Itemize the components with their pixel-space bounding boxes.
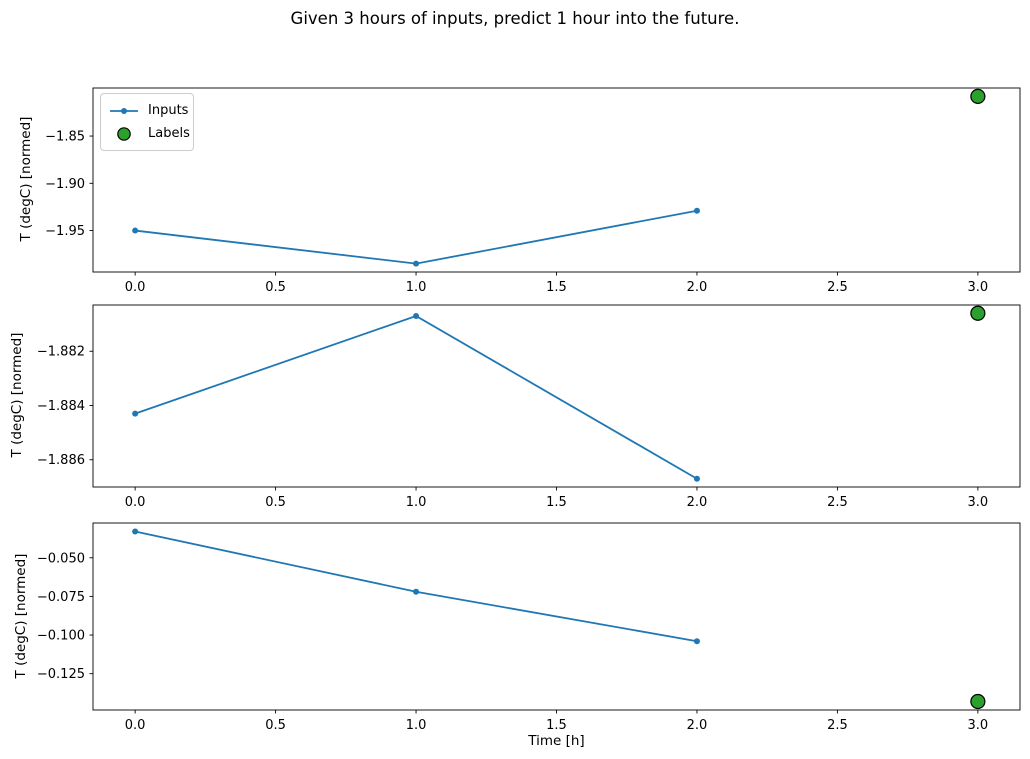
y-tick-label: −1.886 (37, 453, 85, 468)
x-tick-label: 1.0 (406, 718, 427, 733)
inputs-marker (413, 312, 420, 319)
x-tick-label: 1.0 (406, 495, 427, 510)
labels-point (970, 693, 986, 710)
x-tick-label: 0.5 (265, 280, 286, 295)
x-tick-label: 2.0 (687, 495, 708, 510)
inputs-line (135, 209, 698, 265)
inputs-marker (132, 227, 139, 234)
y-tick-label: −0.125 (37, 667, 85, 682)
labels-point (970, 88, 986, 104)
legend-label-inputs: Inputs (148, 103, 189, 118)
subplot-1-frame (92, 87, 1021, 273)
labels-dot-icon (117, 126, 131, 141)
y-tick-label: −1.95 (45, 224, 85, 239)
x-tick-label: 0.0 (125, 280, 146, 295)
legend-entry-labels: Labels (108, 122, 190, 145)
y-axis-label-subplot-3: T (degC) [normed] (13, 553, 29, 679)
inputs-marker (132, 528, 139, 535)
x-tick-label: 2.0 (687, 718, 708, 733)
x-tick-label: 2.0 (687, 280, 708, 295)
inputs-marker (693, 207, 700, 214)
y-tick-label: −0.100 (37, 629, 85, 644)
x-tick-label: 1.5 (546, 718, 567, 733)
inputs-marker (693, 638, 700, 645)
x-tick-label: 0.5 (265, 495, 286, 510)
y-tick-label: −1.90 (45, 177, 85, 192)
y-axis-label-subplot-1: T (degC) [normed] (18, 116, 34, 242)
legend-label-labels: Labels (148, 126, 190, 141)
x-tick-label: 3.0 (968, 280, 989, 295)
x-tick-label: 1.5 (546, 495, 567, 510)
y-axis-label-subplot-2: T (degC) [normed] (9, 332, 25, 458)
y-tick-label: −1.884 (37, 399, 85, 414)
subplot-2-frame (92, 304, 1021, 488)
x-axis-label: Time [h] (528, 733, 585, 749)
inputs-line (134, 314, 698, 480)
labels-point (970, 305, 986, 321)
inputs-marker (693, 475, 700, 482)
legend: Inputs Labels (100, 93, 194, 151)
y-tick-label: −1.882 (37, 345, 85, 360)
inputs-marker (413, 588, 420, 595)
y-tick-label: −0.050 (37, 551, 85, 566)
x-tick-label: 2.5 (827, 495, 848, 510)
x-tick-label: 2.5 (827, 280, 848, 295)
x-tick-label: 2.5 (827, 718, 848, 733)
x-tick-label: 1.5 (546, 280, 567, 295)
inputs-marker (413, 260, 420, 267)
x-tick-label: 0.0 (125, 718, 146, 733)
inputs-line-icon (110, 107, 138, 114)
x-tick-label: 3.0 (968, 718, 989, 733)
y-tick-label: −0.075 (37, 590, 85, 605)
inputs-line (134, 530, 698, 643)
y-tick-label: −1.85 (45, 130, 85, 145)
figure-title: Given 3 hours of inputs, predict 1 hour … (290, 9, 740, 28)
x-tick-label: 1.0 (406, 280, 427, 295)
x-tick-label: 0.5 (265, 718, 286, 733)
inputs-marker (132, 410, 139, 417)
x-tick-label: 3.0 (968, 495, 989, 510)
x-tick-label: 0.0 (125, 495, 146, 510)
legend-entry-inputs: Inputs (108, 99, 189, 122)
